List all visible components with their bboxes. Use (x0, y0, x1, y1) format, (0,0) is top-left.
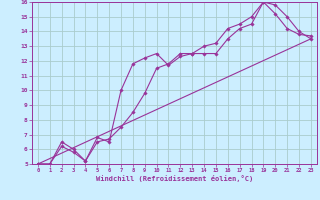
X-axis label: Windchill (Refroidissement éolien,°C): Windchill (Refroidissement éolien,°C) (96, 175, 253, 182)
